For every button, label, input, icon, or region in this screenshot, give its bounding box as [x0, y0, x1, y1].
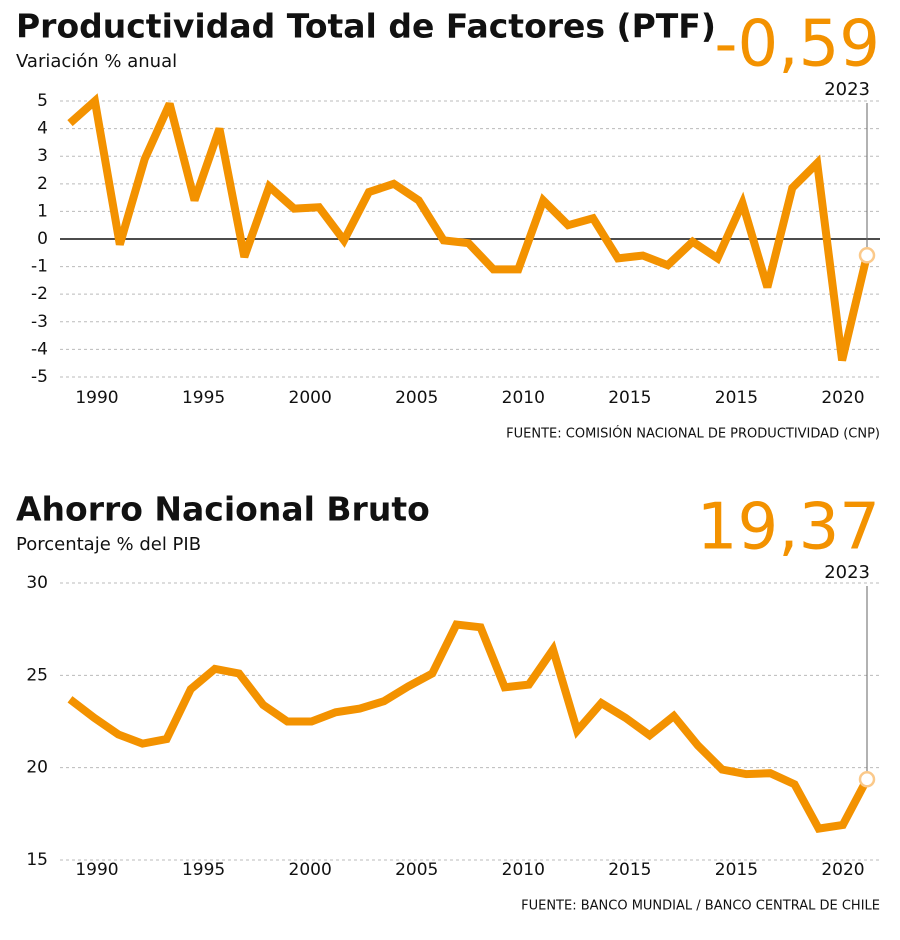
y-tick-label: -2	[31, 284, 48, 304]
x-tick-label: 2000	[289, 388, 332, 408]
chart-title: Productividad Total de Factores (PTF)	[16, 7, 716, 46]
x-tick-label: 2010	[502, 860, 545, 880]
y-tick-label: 0	[37, 229, 48, 249]
chart-subtitle: Variación % anual	[16, 51, 177, 72]
last-point	[858, 247, 876, 264]
y-tick-label: -5	[31, 367, 48, 387]
x-tick-label: 1995	[182, 860, 225, 880]
x-tick-label: 2010	[502, 388, 545, 408]
x-tick-label: 1990	[75, 388, 118, 408]
x-tick-label: 2020	[821, 388, 864, 408]
last-point	[858, 771, 876, 788]
x-tick-label: 2000	[289, 860, 332, 880]
x-tick-label: 1995	[182, 388, 225, 408]
source: FUENTE: BANCO MUNDIAL / BANCO CENTRAL DE…	[521, 899, 880, 914]
source: FUENTE: COMISIÓN NACIONAL DE PRODUCTIVID…	[506, 426, 880, 442]
y-tick-label: -3	[31, 312, 48, 332]
highlight-year: 2023	[824, 79, 870, 100]
y-tick-label: 20	[26, 758, 48, 778]
chart-subtitle: Porcentaje % del PIB	[16, 534, 201, 555]
x-tick-label: 2015	[715, 388, 758, 408]
x-tick-label: 2005	[395, 388, 438, 408]
y-tick-label: 1	[37, 201, 48, 221]
y-tick-label: 2	[37, 174, 48, 194]
data-line	[67, 620, 871, 833]
y-tick-label: 5	[37, 91, 48, 111]
y-tick-label: 3	[37, 146, 48, 166]
x-tick-label: 2015	[608, 860, 651, 880]
x-tick-label: 2015	[608, 388, 651, 408]
x-tick-label: 2005	[395, 860, 438, 880]
chart-title: Ahorro Nacional Bruto	[16, 490, 430, 529]
x-tick-label: 2015	[715, 860, 758, 880]
y-tick-label: -4	[31, 339, 48, 359]
data-line	[67, 93, 871, 362]
y-tick-label: 30	[26, 573, 48, 593]
x-tick-label: 2020	[821, 860, 864, 880]
highlight-value: 19,37	[697, 491, 880, 565]
highlight-value: -0,59	[714, 8, 880, 82]
x-tick-label: 1990	[75, 860, 118, 880]
y-tick-label: -1	[31, 257, 48, 277]
y-tick-label: 4	[37, 119, 48, 139]
y-tick-label: 15	[26, 850, 48, 870]
highlight-year: 2023	[824, 562, 870, 583]
y-tick-label: 25	[26, 665, 48, 685]
